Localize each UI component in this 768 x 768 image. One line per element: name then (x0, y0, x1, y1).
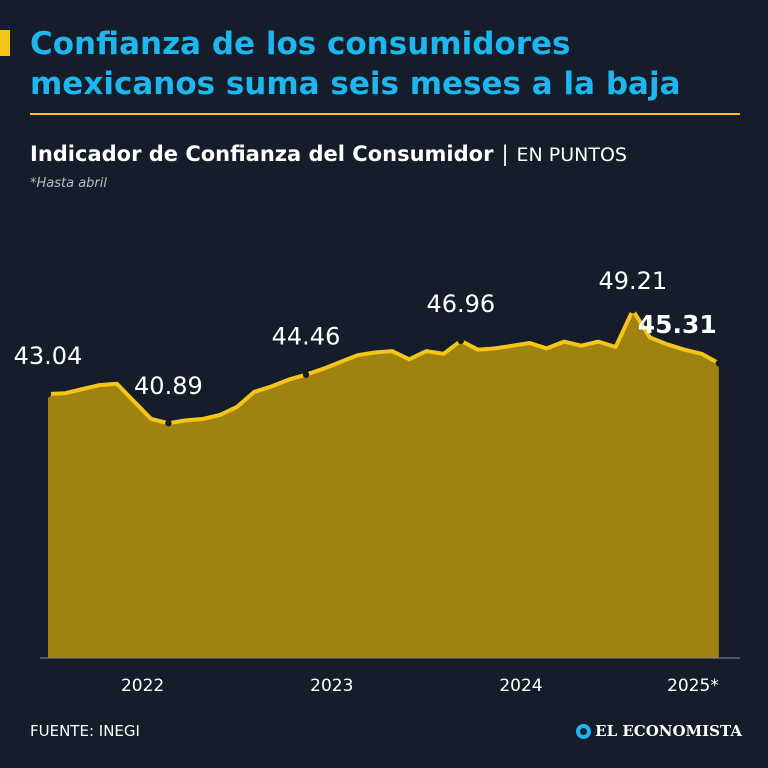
chart-subtitle: Indicador de Confianza del Consumidor | EN… (30, 140, 627, 169)
data-label: 45.31 (638, 310, 717, 339)
data-point-marker (715, 360, 722, 367)
x-tick-label: 2022 (121, 676, 164, 696)
accent-bar (0, 30, 10, 56)
data-label: 44.46 (272, 323, 341, 351)
x-tick-label: 2025* (667, 676, 719, 696)
unit-label: EN PUNTOS (516, 144, 627, 166)
data-point-marker (44, 390, 52, 398)
x-tick-label: 2023 (310, 676, 353, 696)
publisher-logo: EL ECONOMISTA (576, 722, 742, 740)
headline-line-2: mexicanos suma seis meses a la baja (30, 66, 681, 102)
series-line (46, 308, 721, 426)
headline: Confianza de los consumidores mexicanos … (30, 24, 750, 104)
data-label: 43.04 (14, 342, 83, 370)
data-label: 40.89 (134, 372, 203, 400)
data-point-marker (165, 420, 172, 427)
chart-note: *Hasta abril (30, 176, 107, 191)
logo-text: EL ECONOMISTA (595, 722, 742, 740)
subtitle-separator: | (501, 142, 509, 166)
data-point-marker (302, 371, 310, 378)
logo-icon (576, 723, 592, 739)
series-area (48, 310, 719, 658)
title-divider (30, 113, 740, 115)
x-tick-label: 2024 (499, 676, 542, 696)
chart-title: Indicador de Confianza del Consumidor (30, 142, 494, 166)
data-label: 46.96 (426, 290, 495, 318)
headline-line-1: Confianza de los consumidores (30, 26, 571, 62)
source-label: FUENTE: INEGI (30, 722, 140, 740)
data-label: 49.21 (598, 267, 667, 295)
data-point-marker (457, 337, 464, 344)
data-point-marker (629, 307, 636, 314)
